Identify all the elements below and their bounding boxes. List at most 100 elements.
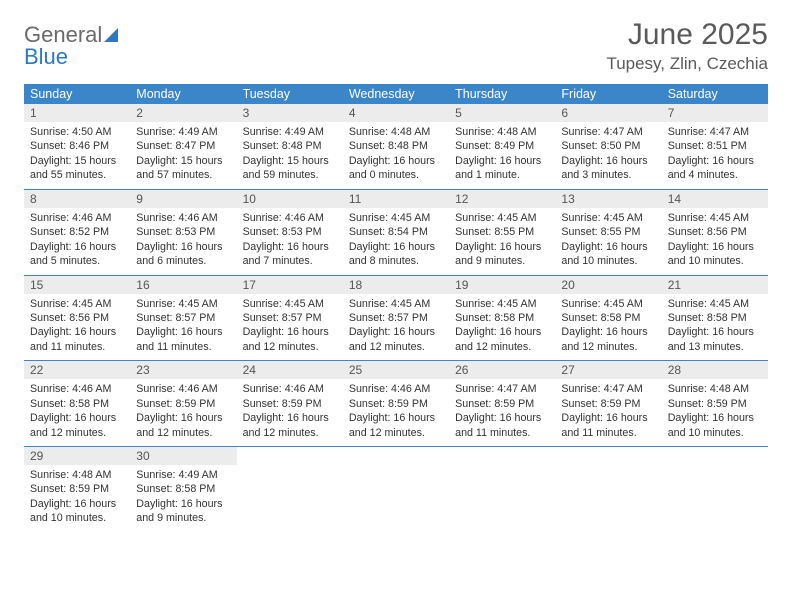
sunset-text: Sunset: 8:57 PM xyxy=(349,311,443,325)
weekday-label: Wednesday xyxy=(343,84,449,104)
day-cell: 6Sunrise: 4:47 AMSunset: 8:50 PMDaylight… xyxy=(555,104,661,189)
daylight-text: Daylight: 16 hours and 12 minutes. xyxy=(30,411,124,440)
day-cell: 5Sunrise: 4:48 AMSunset: 8:49 PMDaylight… xyxy=(449,104,555,189)
day-cell: 17Sunrise: 4:45 AMSunset: 8:57 PMDayligh… xyxy=(237,276,343,361)
day-number: 21 xyxy=(662,276,768,294)
week-row: 8Sunrise: 4:46 AMSunset: 8:52 PMDaylight… xyxy=(24,190,768,276)
day-number: 17 xyxy=(237,276,343,294)
daylight-text: Daylight: 16 hours and 11 minutes. xyxy=(561,411,655,440)
day-cell: 25Sunrise: 4:46 AMSunset: 8:59 PMDayligh… xyxy=(343,361,449,446)
sunrise-text: Sunrise: 4:49 AM xyxy=(136,468,230,482)
sunrise-text: Sunrise: 4:45 AM xyxy=(349,297,443,311)
sunrise-text: Sunrise: 4:45 AM xyxy=(455,297,549,311)
daylight-text: Daylight: 16 hours and 10 minutes. xyxy=(668,411,762,440)
sunrise-text: Sunrise: 4:46 AM xyxy=(30,382,124,396)
day-body: Sunrise: 4:46 AMSunset: 8:53 PMDaylight:… xyxy=(237,208,343,269)
daylight-text: Daylight: 16 hours and 11 minutes. xyxy=(136,325,230,354)
day-cell: 19Sunrise: 4:45 AMSunset: 8:58 PMDayligh… xyxy=(449,276,555,361)
day-body: Sunrise: 4:47 AMSunset: 8:50 PMDaylight:… xyxy=(555,122,661,183)
day-body: Sunrise: 4:45 AMSunset: 8:55 PMDaylight:… xyxy=(449,208,555,269)
day-number: 30 xyxy=(130,447,236,465)
day-number: 19 xyxy=(449,276,555,294)
day-number: 2 xyxy=(130,104,236,122)
day-cell: 29Sunrise: 4:48 AMSunset: 8:59 PMDayligh… xyxy=(24,447,130,532)
daylight-text: Daylight: 16 hours and 11 minutes. xyxy=(30,325,124,354)
day-cell: 2Sunrise: 4:49 AMSunset: 8:47 PMDaylight… xyxy=(130,104,236,189)
day-body: Sunrise: 4:45 AMSunset: 8:58 PMDaylight:… xyxy=(662,294,768,355)
day-cell: 24Sunrise: 4:46 AMSunset: 8:59 PMDayligh… xyxy=(237,361,343,446)
day-cell: 23 Sunrise: 4:46 AMSunset: 8:59 PMDayligh… xyxy=(130,361,236,446)
day-number: 14 xyxy=(662,190,768,208)
weekday-label: Sunday xyxy=(24,84,130,104)
sunset-text: Sunset: 8:56 PM xyxy=(30,311,124,325)
daylight-text: Daylight: 15 hours and 57 minutes. xyxy=(136,154,230,183)
day-cell: 21Sunrise: 4:45 AMSunset: 8:58 PMDayligh… xyxy=(662,276,768,361)
day-cell: 20Sunrise: 4:45 AMSunset: 8:58 PMDayligh… xyxy=(555,276,661,361)
sunset-text: Sunset: 8:47 PM xyxy=(136,139,230,153)
day-number: 23 xyxy=(130,361,236,379)
sunset-text: Sunset: 8:59 PM xyxy=(455,397,549,411)
sunset-text: Sunset: 8:59 PM xyxy=(349,397,443,411)
sunset-text: Sunset: 8:51 PM xyxy=(668,139,762,153)
header: General Blue June 2025 Tupesy, Zlin, Cze… xyxy=(24,18,768,74)
sunrise-text: Sunrise: 4:47 AM xyxy=(561,382,655,396)
sunrise-text: Sunrise: 4:45 AM xyxy=(136,297,230,311)
day-body: Sunrise: 4:46 AMSunset: 8:59 PMDaylight:… xyxy=(237,379,343,440)
day-body: Sunrise: 4:48 AMSunset: 8:48 PMDaylight:… xyxy=(343,122,449,183)
sunrise-text: Sunrise: 4:46 AM xyxy=(243,382,337,396)
day-body: Sunrise: 4:45 AMSunset: 8:58 PMDaylight:… xyxy=(555,294,661,355)
daylight-text: Daylight: 16 hours and 12 minutes. xyxy=(136,411,230,440)
sunrise-text: Sunrise: 4:45 AM xyxy=(30,297,124,311)
sunset-text: Sunset: 8:59 PM xyxy=(136,397,230,411)
sunrise-text: Sunrise: 4:48 AM xyxy=(455,125,549,139)
day-cell: 10Sunrise: 4:46 AMSunset: 8:53 PMDayligh… xyxy=(237,190,343,275)
sunset-text: Sunset: 8:54 PM xyxy=(349,225,443,239)
day-cell: 1Sunrise: 4:50 AMSunset: 8:46 PMDaylight… xyxy=(24,104,130,189)
weekday-label: Tuesday xyxy=(237,84,343,104)
sunrise-text: Sunrise: 4:49 AM xyxy=(136,125,230,139)
logo-triangle-icon xyxy=(104,28,118,42)
daylight-text: Daylight: 16 hours and 10 minutes. xyxy=(561,240,655,269)
daylight-text: Daylight: 16 hours and 1 minute. xyxy=(455,154,549,183)
sunset-text: Sunset: 8:50 PM xyxy=(561,139,655,153)
sunrise-text: Sunrise: 4:47 AM xyxy=(668,125,762,139)
daylight-text: Daylight: 16 hours and 9 minutes. xyxy=(136,497,230,526)
sunset-text: Sunset: 8:55 PM xyxy=(455,225,549,239)
day-body: Sunrise: 4:45 AMSunset: 8:55 PMDaylight:… xyxy=(555,208,661,269)
daylight-text: Daylight: 16 hours and 12 minutes. xyxy=(243,325,337,354)
day-cell: 16Sunrise: 4:45 AMSunset: 8:57 PMDayligh… xyxy=(130,276,236,361)
daylight-text: Daylight: 16 hours and 11 minutes. xyxy=(455,411,549,440)
day-body: Sunrise: 4:49 AMSunset: 8:47 PMDaylight:… xyxy=(130,122,236,183)
week-row: 15Sunrise: 4:45 AMSunset: 8:56 PMDayligh… xyxy=(24,276,768,362)
sunrise-text: Sunrise: 4:48 AM xyxy=(349,125,443,139)
daylight-text: Daylight: 15 hours and 55 minutes. xyxy=(30,154,124,183)
weekday-header: Sunday Monday Tuesday Wednesday Thursday… xyxy=(24,84,768,104)
daylight-text: Daylight: 16 hours and 13 minutes. xyxy=(668,325,762,354)
day-body: Sunrise: 4:45 AMSunset: 8:57 PMDaylight:… xyxy=(130,294,236,355)
day-number: 28 xyxy=(662,361,768,379)
day-body: Sunrise: 4:45 AMSunset: 8:58 PMDaylight:… xyxy=(449,294,555,355)
sunrise-text: Sunrise: 4:46 AM xyxy=(136,382,230,396)
day-number: 8 xyxy=(24,190,130,208)
day-cell xyxy=(662,447,768,532)
weekday-label: Monday xyxy=(130,84,236,104)
sunrise-text: Sunrise: 4:46 AM xyxy=(136,211,230,225)
week-row: 1Sunrise: 4:50 AMSunset: 8:46 PMDaylight… xyxy=(24,104,768,190)
sunset-text: Sunset: 8:59 PM xyxy=(668,397,762,411)
day-body: Sunrise: 4:45 AMSunset: 8:56 PMDaylight:… xyxy=(24,294,130,355)
day-number: 25 xyxy=(343,361,449,379)
daylight-text: Daylight: 16 hours and 12 minutes. xyxy=(561,325,655,354)
daylight-text: Daylight: 16 hours and 9 minutes. xyxy=(455,240,549,269)
day-body: Sunrise: 4:48 AMSunset: 8:49 PMDaylight:… xyxy=(449,122,555,183)
daylight-text: Daylight: 16 hours and 0 minutes. xyxy=(349,154,443,183)
day-cell: 13Sunrise: 4:45 AMSunset: 8:55 PMDayligh… xyxy=(555,190,661,275)
day-number: 4 xyxy=(343,104,449,122)
day-body: Sunrise: 4:50 AMSunset: 8:46 PMDaylight:… xyxy=(24,122,130,183)
day-number: 9 xyxy=(130,190,236,208)
sunrise-text: Sunrise: 4:48 AM xyxy=(668,382,762,396)
daylight-text: Daylight: 15 hours and 59 minutes. xyxy=(243,154,337,183)
sunset-text: Sunset: 8:48 PM xyxy=(243,139,337,153)
sunset-text: Sunset: 8:58 PM xyxy=(136,482,230,496)
sunset-text: Sunset: 8:58 PM xyxy=(455,311,549,325)
day-cell: 15Sunrise: 4:45 AMSunset: 8:56 PMDayligh… xyxy=(24,276,130,361)
